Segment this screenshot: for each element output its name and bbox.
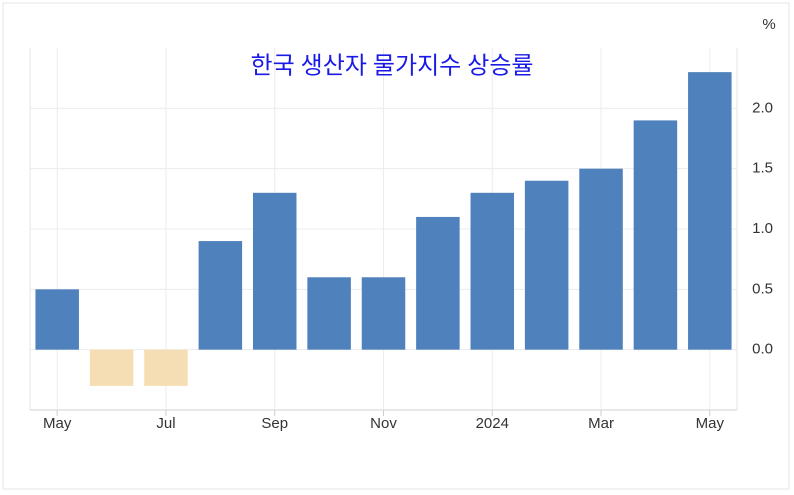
bar xyxy=(470,192,515,350)
x-tick-label: Jul xyxy=(156,415,175,432)
y-tick-label: 0.0 xyxy=(752,341,773,358)
bar xyxy=(144,349,188,386)
bar xyxy=(524,180,569,350)
chart-title: 한국 생산자 물가지수 상승률 xyxy=(251,53,534,80)
bar xyxy=(89,349,134,386)
y-tick-label: 1.0 xyxy=(752,220,773,237)
unit-label: % xyxy=(762,16,775,33)
x-tick-label: 2024 xyxy=(476,415,509,432)
x-tick-label: Sep xyxy=(261,415,288,432)
y-tick-label: 2.0 xyxy=(752,99,773,116)
bar xyxy=(35,289,79,350)
bar xyxy=(633,120,678,350)
bar xyxy=(688,72,732,350)
y-tick-label: 1.5 xyxy=(752,160,773,177)
x-tick-label: May xyxy=(43,415,72,432)
bar xyxy=(198,241,243,350)
x-tick-label: May xyxy=(696,415,725,432)
x-tick-label: Nov xyxy=(370,415,397,432)
x-tick-label: Mar xyxy=(588,415,614,432)
bar xyxy=(252,192,297,350)
bar xyxy=(416,216,460,350)
bar xyxy=(361,277,406,350)
y-tick-label: 0.5 xyxy=(752,280,773,297)
bar xyxy=(579,168,623,350)
bar xyxy=(307,277,351,350)
